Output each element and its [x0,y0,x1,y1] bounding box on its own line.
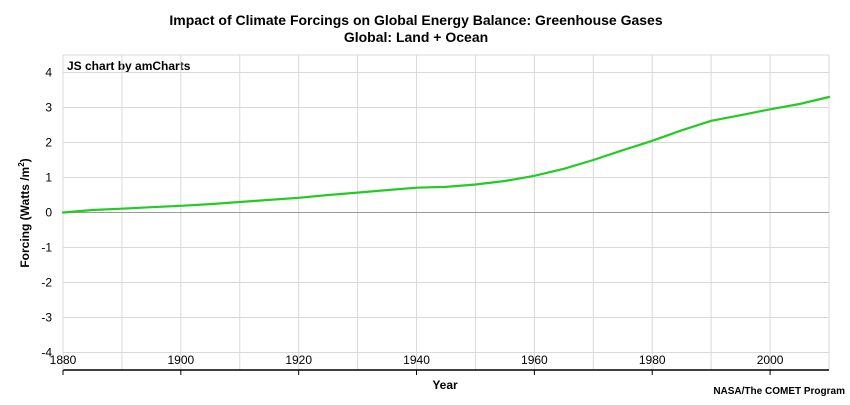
data-point[interactable] [501,177,509,185]
data-point[interactable] [442,183,450,191]
data-point[interactable] [206,200,214,208]
data-point[interactable] [118,205,126,213]
y-tick-label: 3 [45,101,52,115]
data-point[interactable] [88,206,96,214]
data-point[interactable] [413,184,421,192]
tick-labels: 1880 1900 1920 1940 1960 1980 2000 4 3 2 1 0 -1 -2 -3 -… [41,66,783,368]
x-tick-label: 1880 [50,353,77,367]
x-tick-label: 1900 [167,353,194,367]
data-point[interactable] [560,165,568,173]
series-layer [59,93,833,217]
y-tick-label: -2 [41,276,52,290]
y-tick-label: 2 [45,136,52,150]
x-tick-label: 1960 [521,353,548,367]
data-point[interactable] [678,126,686,134]
y-tick-label: 1 [45,171,52,185]
amcharts-watermark[interactable]: JS chart by amCharts [67,59,191,73]
series-line-greenhouse-gases[interactable] [61,95,831,214]
data-point[interactable] [589,156,597,164]
y-tick-label: -3 [41,311,52,325]
data-point[interactable] [236,198,244,206]
data-point[interactable] [324,191,332,199]
x-tick-label: 1920 [285,353,312,367]
data-point[interactable] [737,111,745,119]
chart-title: Impact of Climate Forcings on Global Ene… [169,12,662,28]
data-point[interactable] [147,203,155,211]
data-point[interactable] [825,93,833,101]
x-tick-label: 1980 [639,353,666,367]
x-axis-label: Year [432,378,458,392]
chart-subtitle: Global: Land + Ocean [344,29,488,45]
y-axis-label-suffix: ) [18,158,32,162]
credit-text: NASA/The COMET Program [713,386,845,397]
y-axis-label: Forcing (Watts /m2) [17,158,32,267]
data-point[interactable] [530,172,538,180]
data-point[interactable] [177,202,185,210]
data-point[interactable] [766,105,774,113]
y-tick-label: 0 [45,206,52,220]
data-point[interactable] [796,100,804,108]
y-axis-label-superscript: 2 [17,162,26,167]
data-point[interactable] [619,146,627,154]
y-tick-label: 4 [45,66,52,80]
y-axis-label-main: Forcing (Watts /m [18,167,32,268]
data-point[interactable] [383,186,391,194]
data-point[interactable] [648,137,656,145]
data-point[interactable] [707,117,715,125]
axes [62,55,829,375]
data-point[interactable] [295,194,303,202]
data-point[interactable] [265,196,273,204]
y-tick-label: -1 [41,241,52,255]
x-tick-label: 2000 [757,353,784,367]
x-tick-label: 1940 [403,353,430,367]
data-point[interactable] [59,209,67,217]
data-point[interactable] [471,181,479,189]
data-point[interactable] [354,189,362,197]
y-tick-label: -4 [41,346,52,360]
